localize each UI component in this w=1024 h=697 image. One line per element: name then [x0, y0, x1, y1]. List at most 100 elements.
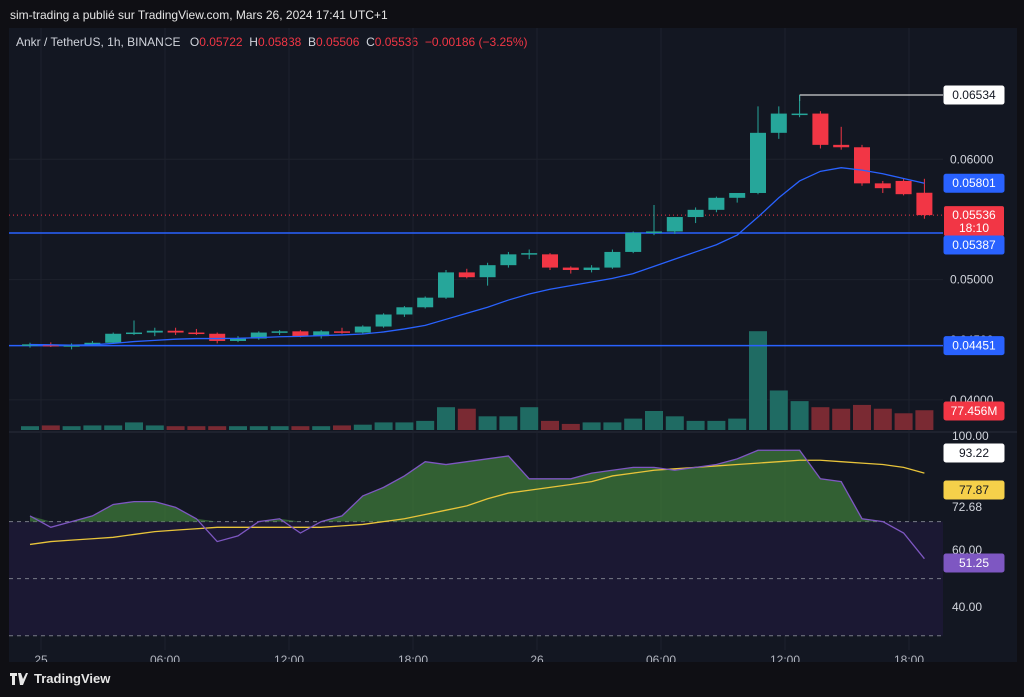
volume-bar — [603, 422, 622, 430]
volume-bar — [353, 424, 372, 430]
candle-body — [874, 183, 891, 189]
rsi-ma-line — [29, 459, 925, 546]
tag-hline-lower-bg — [943, 336, 1005, 356]
candle-body — [729, 192, 746, 198]
ma-line — [29, 167, 925, 346]
rsi-overbought-fill — [30, 450, 925, 522]
volume-bars — [21, 331, 934, 430]
volume-bar — [749, 331, 767, 430]
tradingview-icon — [10, 672, 28, 685]
volume-bar — [249, 426, 268, 430]
volume-bar — [312, 426, 331, 430]
tag-countdown: 18:10 — [959, 221, 989, 235]
volume-bar — [686, 420, 705, 430]
symbol-title[interactable]: Ankr / TetherUS, 1h, BINANCE — [16, 35, 181, 49]
low-value: 0.05506 — [316, 35, 360, 49]
tag-rsi-ma: 77.87 — [959, 483, 989, 497]
volume-bar — [416, 420, 435, 430]
volume-bar — [208, 426, 227, 430]
tag-rsi: 51.25 — [959, 556, 989, 570]
volume-bar — [187, 426, 206, 430]
candle-body — [708, 197, 725, 210]
volume-bar — [499, 416, 518, 430]
tradingview-logo[interactable]: TradingView — [10, 671, 110, 686]
tag-hline-upper-bg — [943, 235, 1005, 255]
tag-rsi-bg — [943, 553, 1005, 573]
candle-body — [479, 265, 496, 278]
volume-bar — [665, 416, 684, 430]
high-value: 0.05838 — [257, 35, 302, 49]
candle-body — [438, 272, 454, 298]
volume-bar — [291, 426, 310, 430]
volume-bar — [811, 407, 830, 430]
candle-body — [375, 314, 392, 327]
candle-body — [250, 332, 267, 339]
candle-body — [292, 331, 309, 337]
volume-bar — [395, 422, 414, 430]
candle-body — [417, 297, 434, 308]
volume-bar — [582, 422, 601, 430]
tag-rsi-ma-bg — [943, 480, 1005, 500]
candles — [22, 95, 933, 350]
volume-bar — [915, 410, 934, 430]
publish-bar: sim-trading a publié sur TradingView.com… — [0, 0, 1024, 28]
tag-ma-bg — [943, 173, 1005, 193]
volume-bar — [270, 426, 289, 430]
volume-bar — [790, 401, 809, 430]
candle-body — [521, 253, 538, 255]
tag-rsi-max: 93.22 — [959, 446, 989, 460]
tag-high-bg — [943, 85, 1005, 105]
volume-bar — [333, 425, 351, 430]
candle-body — [458, 272, 475, 278]
volume-bar — [707, 420, 726, 430]
candle-body — [750, 132, 766, 193]
candle-body — [105, 333, 122, 343]
candle-body — [916, 192, 933, 216]
rsi-tick-label: 100.00 — [952, 429, 989, 443]
volume-bar — [541, 420, 559, 430]
tag-upper-band: 72.68 — [952, 500, 982, 514]
tag-hline-lower: 0.04451 — [952, 339, 996, 353]
candle-body — [188, 332, 205, 335]
volume-bar — [125, 422, 143, 430]
volume-bar — [728, 418, 747, 430]
moving-average — [29, 167, 925, 346]
candle-body — [791, 113, 808, 116]
tag-ma: 0.05801 — [952, 176, 996, 190]
candle-body — [126, 332, 142, 335]
volume-bar — [769, 390, 788, 430]
change-value: −0.00186 (−3.25%) — [424, 35, 528, 49]
candle-body — [542, 254, 558, 268]
candle-body — [271, 331, 288, 333]
rsi-lines — [29, 449, 925, 560]
candle-body — [625, 232, 642, 252]
volume-bar — [561, 423, 580, 430]
candle-body — [562, 267, 579, 270]
tag-hline-upper: 0.05387 — [952, 238, 996, 252]
open-label: O — [189, 35, 200, 49]
tag-volume: 77.456M — [951, 404, 998, 418]
tag-high: 0.06534 — [952, 88, 996, 102]
candle-body — [500, 254, 517, 266]
candle-body — [146, 330, 163, 333]
price-tick-label: 0.05000 — [950, 273, 994, 287]
candle-body — [230, 338, 246, 341]
volume-bar — [62, 426, 81, 430]
price-tick-label: 0.06000 — [950, 152, 994, 166]
volume-bar — [873, 408, 892, 430]
rsi-line — [29, 449, 925, 560]
volume-bar — [457, 408, 476, 430]
candle-body — [604, 251, 621, 268]
candle-body — [84, 342, 101, 346]
volume-bar — [478, 416, 497, 430]
volume-bar — [832, 408, 851, 430]
candle-body — [313, 331, 330, 337]
tag-volume-bg — [943, 401, 1005, 421]
tag-last-bg — [944, 206, 1004, 237]
rsi-band-background — [9, 521, 943, 637]
volume-bar — [145, 425, 164, 430]
publish-text: sim-trading a publié sur TradingView.com… — [10, 8, 388, 22]
high-label: H — [249, 35, 258, 49]
